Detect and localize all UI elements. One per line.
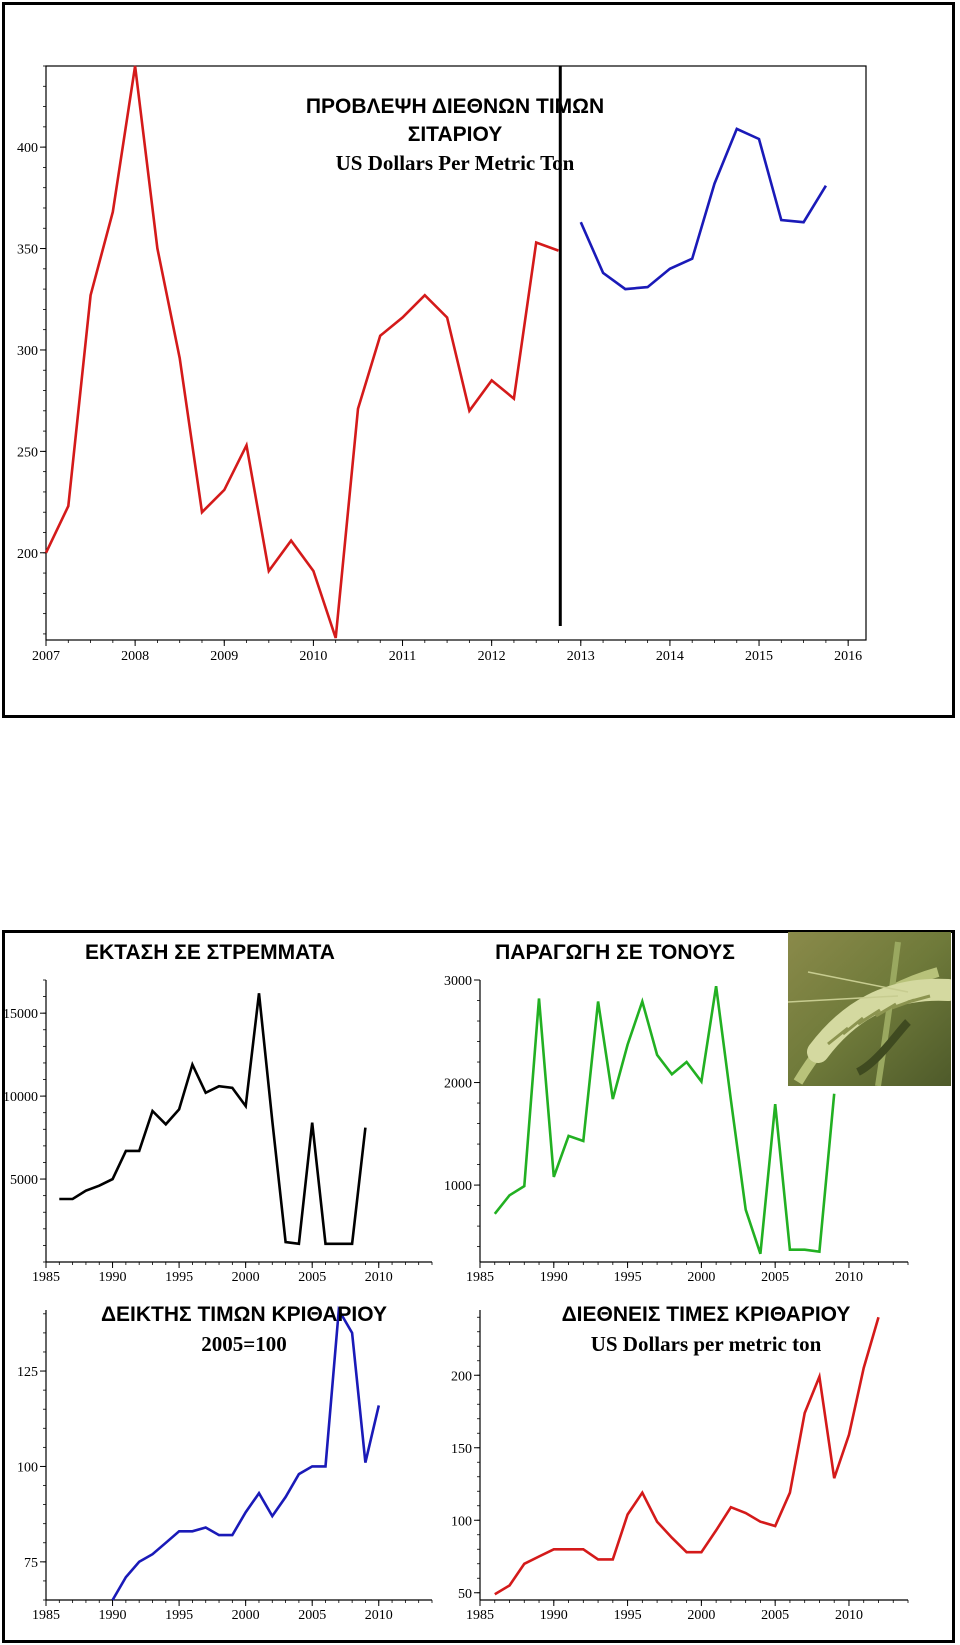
barley-photo (788, 932, 951, 1086)
chart-title: ΔΕΙΚΤΗΣ ΤΙΜΩΝ ΚΡΙΘΑΡΙΟΥ (101, 1303, 387, 1326)
x-tick-label: 1995 (614, 1608, 642, 1623)
y-tick-label: 2000 (444, 1077, 472, 1092)
y-tick-label: 350 (17, 243, 38, 258)
series-line-2 (579, 127, 828, 291)
chart-world_price: 1985 1990 1995 2000 2005 2010 50 100 150 200 ΔΙΕΘΝ… (451, 1303, 909, 1623)
barley-ear-photo-icon (788, 932, 951, 1086)
x-tick-label: 1985 (466, 1608, 494, 1623)
y-tick-label: 250 (17, 445, 38, 460)
x-tick-label: 2000 (232, 1270, 260, 1285)
chart-title: ΔΙΕΘΝΕΙΣ ΤΙΜΕΣ ΚΡΙΘΑΡΙΟΥ (562, 1303, 851, 1326)
y-tick-label: 3000 (444, 974, 472, 989)
y-tick-label: 10000 (3, 1090, 38, 1105)
chart-title: ΠΡΟΒΛΕΨΗ ΔΙΕΘΝΩΝ ΤΙΜΩΝ (306, 95, 604, 118)
y-tick-label: 75 (24, 1556, 38, 1571)
chart-title: ΕΚΤΑΣΗ ΣΕ ΣΤΡΕΜΜΑΤΑ (85, 941, 335, 964)
x-tick-label: 2015 (745, 649, 773, 664)
series-line-1 (493, 986, 836, 1255)
x-tick-label: 2016 (834, 649, 862, 664)
x-tick-label: 2005 (298, 1270, 326, 1285)
x-tick-label: 1990 (540, 1608, 568, 1623)
x-tick-label: 1985 (32, 1608, 60, 1623)
x-tick-label: 2000 (687, 1608, 715, 1623)
series-line-1 (59, 993, 367, 1246)
chart-subtitle: 2005=100 (201, 1332, 286, 1356)
chart-title: ΠΑΡΑΓΩΓΗ ΣΕ ΤΟΝΟΥΣ (495, 941, 735, 964)
x-tick-label: 2010 (365, 1608, 393, 1623)
x-tick-label: 1990 (99, 1608, 127, 1623)
chart-production: 1985 1990 1995 2000 2005 2010 1000 2000 3000 ΠΑΡΑ… (444, 941, 909, 1285)
x-tick-label: 1985 (466, 1270, 494, 1285)
series-line-1 (111, 1305, 381, 1601)
y-tick-label: 200 (451, 1369, 472, 1384)
x-tick-label: 1995 (165, 1608, 193, 1623)
x-tick-label: 2014 (656, 649, 684, 664)
x-tick-label: 2011 (389, 649, 416, 664)
x-tick-label: 2013 (567, 649, 595, 664)
chart-index: 1985 1990 1995 2000 2005 2010 75 100 125 ΔΕΙΚΤΗΣ … (17, 1303, 433, 1623)
x-tick-label: 1995 (614, 1270, 642, 1285)
x-tick-label: 2010 (835, 1270, 863, 1285)
y-tick-label: 5000 (10, 1173, 38, 1188)
y-tick-label: 100 (451, 1514, 472, 1529)
series-line-1 (44, 65, 559, 639)
y-tick-label: 200 (17, 547, 38, 562)
x-tick-label: 1985 (32, 1270, 60, 1285)
y-tick-label: 300 (17, 344, 38, 359)
x-tick-label: 2000 (687, 1270, 715, 1285)
x-tick-label: 2012 (478, 649, 506, 664)
y-tick-label: 15000 (3, 1007, 38, 1022)
chart-area: 1985 1990 1995 2000 2005 2010 5000 10000 15000 ΕΚ… (3, 941, 433, 1285)
x-tick-label: 2000 (232, 1608, 260, 1623)
x-tick-label: 2005 (761, 1608, 789, 1623)
wheat-chart-panel (2, 2, 955, 718)
x-tick-label: 2008 (121, 649, 149, 664)
x-tick-label: 1995 (165, 1270, 193, 1285)
y-tick-label: 1000 (444, 1179, 472, 1194)
y-tick-label: 125 (17, 1365, 38, 1380)
chart-title: ΣΙΤΑΡΙΟΥ (408, 123, 502, 146)
series-line-1 (494, 1316, 880, 1596)
y-tick-label: 150 (451, 1442, 472, 1457)
x-tick-label: 2010 (365, 1270, 393, 1285)
y-tick-label: 400 (17, 141, 38, 156)
x-tick-label: 2007 (32, 649, 60, 664)
y-tick-label: 50 (458, 1587, 472, 1602)
x-tick-label: 2010 (299, 649, 327, 664)
x-tick-label: 2005 (761, 1270, 789, 1285)
chart-subtitle: US Dollars per metric ton (591, 1332, 822, 1356)
plot-frame (45, 65, 867, 641)
chart-wheat: 2007 2008 2009 2010 2011 2012 2013 2014 2015 2016… (17, 65, 867, 664)
x-tick-label: 1990 (540, 1270, 568, 1285)
y-tick-label: 100 (17, 1460, 38, 1475)
x-tick-label: 2009 (210, 649, 238, 664)
x-tick-label: 2005 (298, 1608, 326, 1623)
x-tick-label: 1990 (99, 1270, 127, 1285)
chart-subtitle: US Dollars Per Metric Ton (336, 151, 575, 175)
x-tick-label: 2010 (835, 1608, 863, 1623)
